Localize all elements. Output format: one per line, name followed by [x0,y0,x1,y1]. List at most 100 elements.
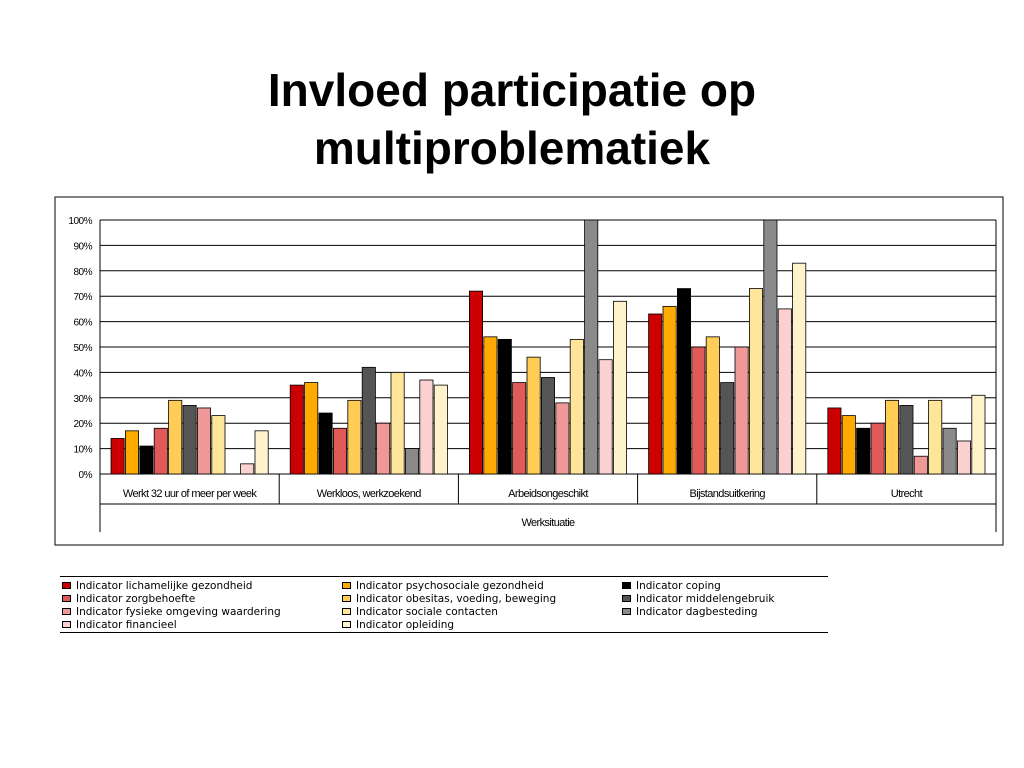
legend-entry: Indicator lichamelijke gezondheid [60,579,340,592]
x-tick-label: Werkt 32 uur of meer per week [123,488,258,500]
legend-entry: Indicator psychosociale gezondheid [340,579,620,592]
bar [541,377,556,475]
bar [899,405,914,475]
x-tick-label: Bijstandsuitkering [689,488,765,500]
y-tick-label: 0% [79,470,93,481]
bar [705,336,720,475]
legend-swatch [622,595,631,602]
bar [483,336,498,475]
legend-label: Indicator dagbesteding [636,605,758,618]
legend-entry: Indicator zorgbehoefte [60,592,340,605]
legend-label: Indicator obesitas, voeding, beweging [356,592,557,605]
slide-title-line-2: multiproblematiek [313,121,711,174]
bar [497,338,512,475]
legend-entry: Indicator financieel [60,618,340,631]
legend-swatch [342,595,351,602]
legend-label: Indicator psychosociale gezondheid [356,579,544,592]
bar [749,288,764,475]
legend-entry: Indicator coping [620,579,828,592]
legend-entry: Indicator dagbesteding [620,605,828,618]
bar [110,438,125,475]
y-tick-label: 10% [73,445,92,456]
bar [433,384,448,475]
legend-swatch [62,608,71,615]
bar [648,313,663,475]
slide-title-line-1: Invloed participatie op [267,63,757,116]
bar [139,445,154,475]
legend-entry: Indicator sociale contacten [340,605,620,618]
y-tick-label: 100% [68,216,92,227]
bar [168,399,183,475]
bar [777,308,792,475]
bar [584,219,599,475]
y-tick-label: 80% [73,267,92,278]
legend-label: Indicator sociale contacten [356,605,498,618]
legend-swatch [622,582,631,589]
bar [598,359,613,475]
bar [376,422,391,475]
bar [153,427,168,475]
bar [856,427,871,475]
bar [792,262,807,475]
legend-swatch [62,582,71,589]
bar [555,402,570,475]
bar [304,382,319,475]
legend-entry: Indicator middelengebruik [620,592,828,605]
bar [211,415,226,475]
bar [569,338,584,475]
x-axis-title: Werksituatie [521,517,575,529]
bar [971,394,986,475]
legend-swatch [342,582,351,589]
bar [677,288,692,475]
legend-entry: Indicator opleiding [340,618,620,631]
bar [332,427,347,475]
bar [613,300,628,475]
legend-swatch [62,621,71,628]
bar [870,422,885,475]
y-tick-label: 30% [73,394,92,405]
x-tick-label: Werkloos, werkzoekend [317,488,421,500]
legend-swatch [342,608,351,615]
legend-entry: Indicator obesitas, voeding, beweging [340,592,620,605]
bar [928,399,943,475]
legend-label: Indicator middelengebruik [636,592,775,605]
bar [720,382,735,475]
bar [691,346,706,475]
bar [827,407,842,475]
bar [913,455,928,475]
bar [763,219,778,475]
y-tick-label: 50% [73,343,92,354]
legend-label: Indicator zorgbehoefte [76,592,196,605]
bar [361,366,376,475]
legend-entry: Indicator fysieke omgeving waardering [60,605,340,618]
legend-label: Indicator fysieke omgeving waardering [76,605,281,618]
slide-title: Invloed participatie op multiproblematie… [0,61,1024,177]
bar [196,407,211,475]
legend-swatch [342,621,351,628]
x-tick-label: Utrecht [891,488,923,500]
y-tick-label: 20% [73,419,92,430]
x-tick-label: Arbeidsongeschikt [508,488,588,500]
bar [318,412,333,475]
y-tick-label: 60% [73,318,92,329]
bar [347,399,362,475]
bar [289,384,304,475]
y-tick-label: 90% [73,241,92,252]
y-tick-label: 40% [73,368,92,379]
bar [662,305,677,475]
bar [512,382,527,475]
bar [942,427,957,475]
bar [957,440,972,475]
legend-swatch [622,608,631,615]
bar [885,399,900,475]
bar [468,290,483,475]
legend-label: Indicator lichamelijke gezondheid [76,579,253,592]
legend-swatch [62,595,71,602]
bar [404,448,419,475]
bar [182,405,197,475]
bar [390,371,405,475]
y-tick-label: 70% [73,292,92,303]
legend-label: Indicator financieel [76,618,177,631]
legend-label: Indicator coping [636,579,721,592]
